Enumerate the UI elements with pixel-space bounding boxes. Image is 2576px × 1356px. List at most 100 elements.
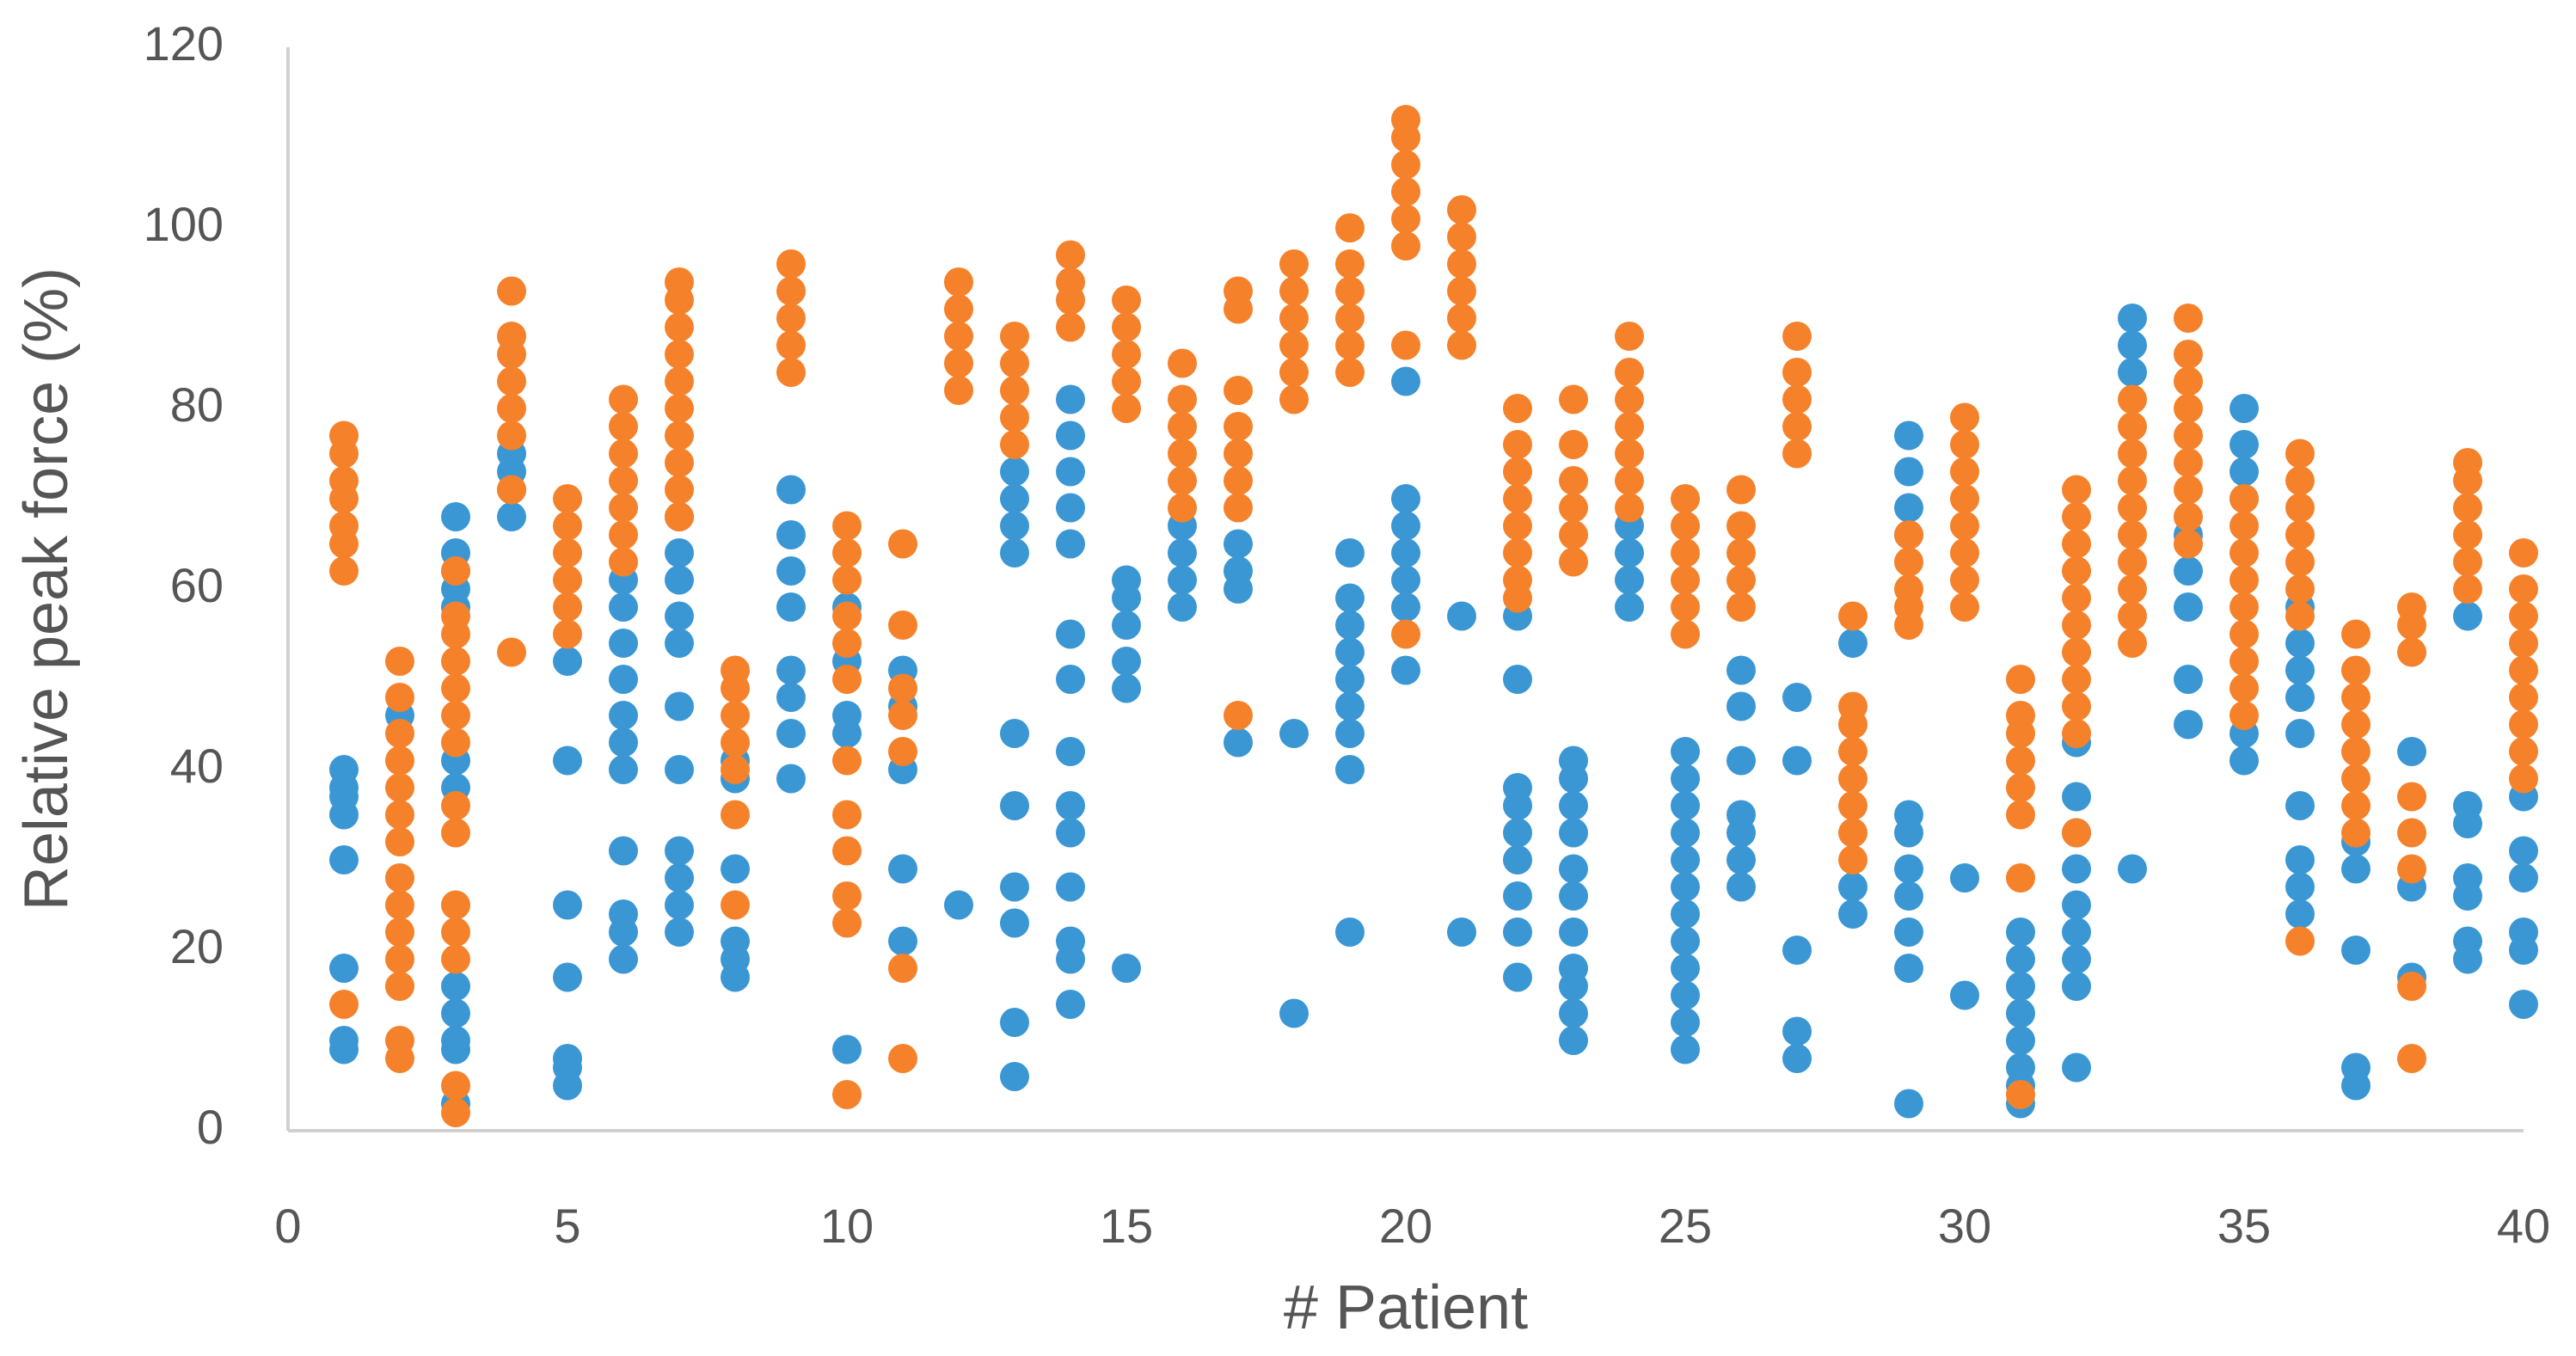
orange-data-point <box>1056 240 1085 270</box>
blue-data-point <box>2285 845 2315 874</box>
orange-data-point <box>665 366 694 396</box>
x-tick-label: 10 <box>820 1199 874 1253</box>
blue-data-point <box>1000 1062 1029 1091</box>
blue-data-point <box>665 691 694 721</box>
blue-data-point <box>1671 926 1700 956</box>
orange-data-point <box>944 376 973 405</box>
blue-data-point <box>776 764 806 794</box>
orange-data-point <box>1000 348 1029 378</box>
blue-data-point <box>1056 384 1085 414</box>
orange-data-point <box>441 944 470 974</box>
orange-data-point <box>1391 330 1420 360</box>
blue-data-point <box>2285 655 2315 685</box>
blue-data-point <box>1335 637 1365 667</box>
blue-data-point <box>2229 745 2259 776</box>
blue-data-point <box>553 890 582 920</box>
blue-data-point <box>1000 872 1029 902</box>
orange-data-point <box>1615 439 1644 469</box>
orange-data-point <box>2453 547 2482 577</box>
orange-data-point <box>329 466 359 495</box>
orange-data-point <box>1279 358 1309 387</box>
orange-data-point <box>1447 249 1476 279</box>
orange-data-point <box>1503 484 1532 513</box>
y-axis-title: Relative peak force (%) <box>12 267 81 911</box>
orange-data-point <box>1838 691 1868 721</box>
blue-data-point <box>1503 881 1532 911</box>
blue-data-point <box>329 755 359 784</box>
x-tick-label: 30 <box>1938 1199 1991 1253</box>
blue-data-point <box>776 719 806 748</box>
orange-data-point <box>553 592 582 622</box>
orange-data-point <box>1559 547 1588 577</box>
y-axis-ticks: 0 20 40 60 80 100 120 <box>144 16 224 1154</box>
orange-data-point <box>1224 276 1253 306</box>
orange-data-point <box>1838 737 1868 766</box>
orange-data-point <box>2118 412 2147 441</box>
orange-data-point <box>888 611 917 640</box>
blue-data-point <box>1782 936 1812 965</box>
orange-data-point <box>832 665 862 694</box>
orange-data-point <box>553 538 582 568</box>
blue-data-point <box>2341 854 2371 884</box>
orange-data-point <box>1503 565 1532 595</box>
orange-data-point <box>385 647 414 676</box>
orange-data-point <box>441 890 470 920</box>
blue-data-point <box>665 601 694 631</box>
orange-data-point <box>2285 601 2315 631</box>
orange-data-point <box>832 538 862 568</box>
orange-data-point <box>2229 511 2259 541</box>
blue-data-point <box>2453 926 2482 956</box>
orange-data-point <box>1224 701 1253 730</box>
blue-data-point <box>1559 998 1588 1028</box>
orange-data-point <box>1279 330 1309 360</box>
blue-data-point <box>1950 980 1979 1010</box>
orange-data-point <box>1559 466 1588 495</box>
orange-data-point <box>2341 764 2371 794</box>
blue-data-point <box>609 701 638 730</box>
blue-data-point <box>2285 719 2315 748</box>
y-tick-label: 0 <box>197 1100 224 1154</box>
blue-data-point <box>1056 818 1085 848</box>
orange-data-point <box>1950 402 1979 433</box>
blue-data-point <box>721 926 750 956</box>
orange-data-point <box>665 312 694 342</box>
blue-data-point <box>1224 556 1253 586</box>
orange-data-point <box>1894 520 1923 549</box>
blue-data-point <box>497 502 526 531</box>
blue-data-point <box>1615 538 1644 568</box>
orange-data-point <box>1671 565 1700 595</box>
blue-data-point <box>1503 665 1532 694</box>
orange-data-point <box>2062 556 2091 586</box>
orange-data-point <box>1838 601 1868 631</box>
y-tick-label: 120 <box>144 16 224 71</box>
orange-data-point <box>2509 764 2538 794</box>
orange-data-point <box>1000 402 1029 433</box>
orange-data-point <box>441 1098 470 1127</box>
blue-data-point <box>1671 980 1700 1010</box>
orange-data-point <box>2062 665 2091 694</box>
orange-data-point <box>1950 484 1979 513</box>
blue-data-point <box>1335 611 1365 640</box>
orange-data-point <box>1894 547 1923 577</box>
blue-data-point <box>1335 719 1365 748</box>
orange-data-point <box>832 836 862 866</box>
orange-data-point <box>1503 538 1532 568</box>
orange-data-point <box>1671 511 1700 541</box>
blue-data-point <box>1391 565 1420 595</box>
orange-data-point <box>2062 583 2091 613</box>
orange-data-point <box>2118 466 2147 495</box>
orange-data-point <box>776 276 806 306</box>
orange-data-point <box>1559 430 1588 459</box>
blue-data-point <box>609 629 638 658</box>
x-tick-label: 35 <box>2217 1199 2271 1253</box>
orange-data-point <box>441 673 470 703</box>
orange-data-point <box>2229 592 2259 622</box>
blue-data-point <box>1894 954 1923 983</box>
blue-data-point <box>1559 818 1588 848</box>
orange-data-point <box>497 475 526 505</box>
orange-data-point <box>1950 538 1979 568</box>
orange-data-point <box>2118 574 2147 604</box>
orange-data-point <box>609 466 638 495</box>
orange-data-point <box>441 647 470 676</box>
